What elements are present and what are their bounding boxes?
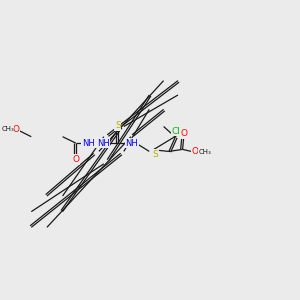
- Text: NH: NH: [97, 139, 110, 148]
- Text: NH: NH: [82, 139, 95, 148]
- Text: O: O: [180, 129, 187, 138]
- Text: Cl: Cl: [172, 127, 181, 136]
- Text: O: O: [192, 147, 199, 156]
- Text: S: S: [115, 121, 121, 130]
- Text: O: O: [13, 125, 20, 134]
- Text: CH₃: CH₃: [198, 149, 211, 155]
- Text: CH₃: CH₃: [1, 126, 14, 132]
- Text: NH: NH: [125, 139, 138, 148]
- Text: O: O: [72, 155, 79, 164]
- Text: S: S: [152, 150, 158, 159]
